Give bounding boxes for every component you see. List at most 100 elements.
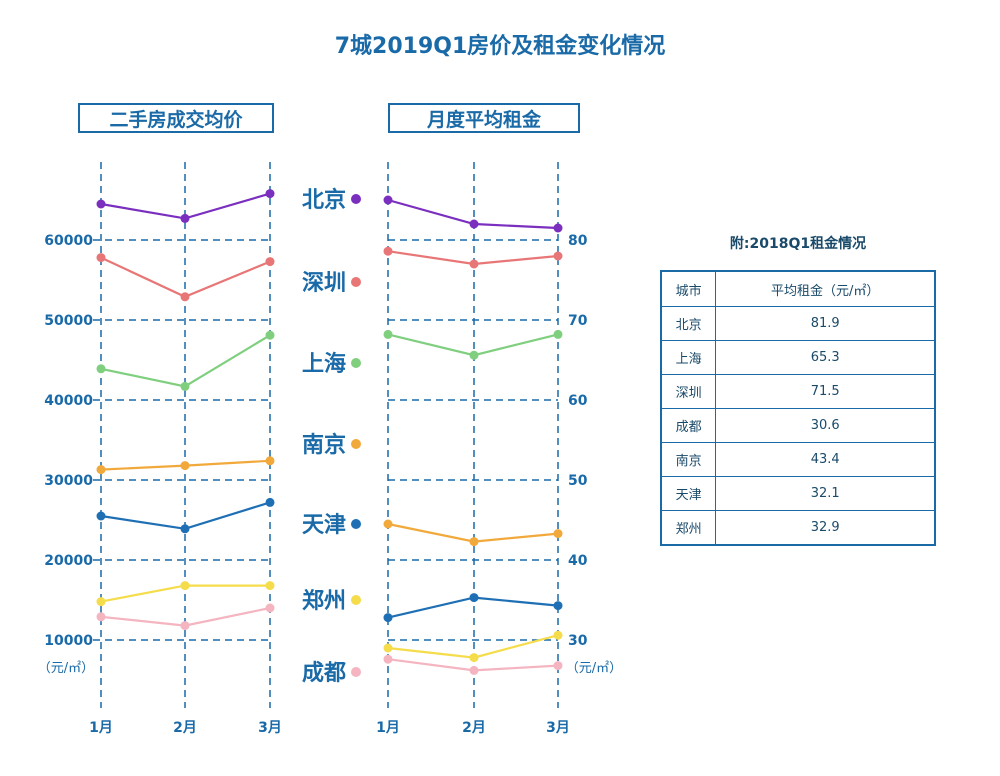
data-point (383, 643, 393, 653)
y-tick-label: 20000 (44, 553, 93, 569)
data-point (469, 350, 479, 360)
cell-rent: 65.3 (715, 340, 936, 375)
ref-rent-table: 城市 平均租金（元/㎡） 北京 81.9 上海 65.3 深圳 71.5 成都 30.6… (660, 270, 936, 546)
y-tick-label: 60 (568, 393, 588, 409)
chart-title: 7城2019Q1房价及租金变化情况 (334, 34, 666, 59)
data-point (265, 497, 275, 507)
left-panel-title: 二手房成交均价 (78, 103, 274, 133)
cell-city: 郑州 (660, 510, 717, 546)
data-point (553, 251, 563, 261)
city-color-dot (351, 667, 361, 677)
y-tick-label: 40 (568, 553, 588, 569)
table-row: 深圳 71.5 (660, 374, 936, 409)
y-tick-label: 30 (568, 633, 588, 649)
city-label: 上海 (302, 351, 346, 377)
cell-city: 上海 (660, 340, 717, 375)
y-tick-label: 10000 (44, 633, 93, 649)
cell-city: 北京 (660, 306, 717, 341)
data-point (553, 661, 563, 671)
data-point (553, 601, 563, 611)
header-city: 城市 (660, 270, 717, 307)
data-point (469, 537, 479, 547)
right-panel-title: 月度平均租金 (388, 103, 580, 133)
city-color-dot (351, 194, 361, 204)
data-point (96, 465, 106, 475)
data-point (265, 189, 275, 199)
data-point (383, 195, 393, 205)
y-tick-label: 50000 (44, 313, 93, 329)
data-point (265, 330, 275, 340)
data-point (469, 219, 479, 229)
header-rent: 平均租金（元/㎡） (715, 270, 936, 307)
data-point (180, 581, 190, 591)
data-point (96, 511, 106, 521)
data-point (180, 213, 190, 223)
table-row: 郑州 32.9 (660, 510, 936, 546)
x-tick-label: 2月 (173, 720, 197, 736)
cell-rent: 71.5 (715, 374, 936, 409)
data-point (383, 613, 393, 623)
city-label: 成都 (302, 661, 346, 686)
y-tick-label: 50 (568, 473, 588, 489)
data-point (265, 581, 275, 591)
x-tick-label: 3月 (258, 720, 282, 736)
data-point (469, 665, 479, 675)
cell-rent: 43.4 (715, 442, 936, 477)
cell-rent: 81.9 (715, 306, 936, 341)
data-point (553, 630, 563, 640)
data-point (553, 329, 563, 339)
data-point (469, 259, 479, 269)
data-point (180, 292, 190, 302)
data-point (96, 253, 106, 263)
table-row: 南京 43.4 (660, 442, 936, 477)
table-header-row: 城市 平均租金（元/㎡） (660, 270, 936, 307)
cell-rent: 30.6 (715, 408, 936, 443)
city-color-dot (351, 519, 361, 529)
city-color-dot (351, 358, 361, 368)
table-row: 成都 30.6 (660, 408, 936, 443)
data-point (180, 621, 190, 631)
data-point (180, 381, 190, 391)
unit-label: （元/㎡） (566, 661, 622, 676)
city-label: 郑州 (302, 589, 346, 614)
x-tick-label: 3月 (546, 720, 570, 736)
data-point (265, 456, 275, 466)
unit-label: （元/㎡） (38, 661, 94, 676)
table-row: 北京 81.9 (660, 306, 936, 341)
data-point (553, 223, 563, 233)
cell-rent: 32.1 (715, 476, 936, 511)
y-tick-label: 80 (568, 233, 588, 249)
data-point (265, 257, 275, 267)
data-point (383, 246, 393, 256)
data-point (469, 593, 479, 603)
data-point (180, 461, 190, 471)
cell-rent: 32.9 (715, 510, 936, 546)
y-tick-label: 30000 (44, 473, 93, 489)
city-color-dot (351, 277, 361, 287)
data-point (96, 597, 106, 607)
x-tick-label: 1月 (376, 720, 400, 736)
x-tick-label: 2月 (462, 720, 486, 736)
city-color-dot (351, 439, 361, 449)
cell-city: 成都 (660, 408, 717, 443)
data-point (96, 364, 106, 374)
cell-city: 天津 (660, 476, 717, 511)
data-point (553, 529, 563, 539)
data-point (265, 603, 275, 613)
table-row: 天津 32.1 (660, 476, 936, 511)
y-tick-label: 60000 (44, 233, 93, 249)
city-label: 天津 (302, 512, 346, 538)
data-point (96, 612, 106, 622)
data-point (383, 654, 393, 664)
city-label: 南京 (302, 432, 346, 458)
city-color-dot (351, 595, 361, 605)
y-tick-label: 40000 (44, 393, 93, 409)
y-tick-label: 70 (568, 313, 588, 329)
data-point (383, 329, 393, 339)
data-point (180, 524, 190, 534)
cell-city: 南京 (660, 442, 717, 477)
cell-city: 深圳 (660, 374, 717, 409)
ref-table-title: 附:2018Q1租金情况 (729, 236, 867, 252)
table-row: 上海 65.3 (660, 340, 936, 375)
